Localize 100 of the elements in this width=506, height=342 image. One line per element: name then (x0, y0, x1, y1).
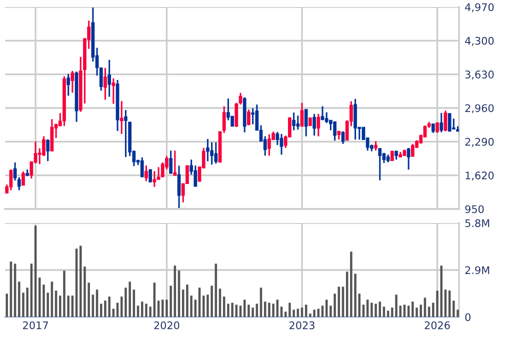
bar (313, 310, 316, 317)
candlestick (112, 78, 116, 105)
bar (136, 306, 140, 317)
candlestick (108, 59, 112, 98)
candlestick (406, 147, 410, 170)
y-tick-label: 2.9M (465, 266, 490, 274)
candlestick (316, 113, 320, 138)
candlestick (104, 67, 107, 101)
bar (252, 308, 254, 317)
bar (268, 302, 270, 317)
bar (407, 306, 410, 317)
candlestick (268, 134, 271, 156)
bar (104, 300, 106, 317)
candlestick (50, 118, 54, 152)
bar (350, 252, 352, 317)
bar (362, 304, 365, 317)
candlestick (333, 120, 336, 142)
candlestick (70, 70, 74, 94)
bar (317, 308, 320, 317)
bar (63, 270, 66, 317)
bar (374, 304, 377, 317)
candlestick (173, 150, 177, 176)
candlestick (222, 105, 226, 134)
y-tick-label: 4,970 (465, 3, 494, 12)
bar (80, 246, 82, 317)
candlestick (304, 108, 308, 138)
bar (108, 296, 110, 317)
bar (276, 300, 279, 317)
bar (194, 300, 197, 317)
x-tick-label: 2026 (424, 321, 450, 330)
bar (395, 294, 398, 317)
bar (186, 284, 188, 317)
candlestick (148, 168, 152, 184)
y-tick-label: 2,290 (465, 138, 494, 147)
bar (38, 278, 41, 317)
bar (239, 306, 242, 317)
bar (358, 294, 361, 317)
bar (161, 300, 164, 317)
bar (248, 304, 250, 317)
candlestick (169, 150, 173, 174)
candlestick (440, 112, 444, 134)
bar (424, 298, 426, 317)
candlestick (124, 109, 128, 158)
bar (440, 266, 442, 317)
candlestick (354, 98, 357, 140)
x-tick-label: 2020 (154, 321, 180, 330)
bar (325, 300, 328, 317)
candlestick (374, 140, 378, 152)
bar (284, 312, 287, 317)
bar (100, 304, 102, 317)
candlestick (156, 166, 160, 180)
candlestick (292, 112, 296, 132)
candlestick (214, 142, 218, 164)
candlestick (296, 114, 300, 130)
y-tick-label: 1,620 (466, 172, 494, 180)
bar (370, 302, 373, 317)
bar (334, 294, 336, 317)
y-tick-label: 0 (465, 313, 470, 322)
candlestick (206, 138, 210, 162)
bar (420, 304, 422, 317)
bar (227, 304, 230, 317)
candlestick (66, 73, 70, 97)
bar (452, 300, 455, 317)
y-tick-label: 5.8M (465, 219, 490, 228)
candlestick (410, 143, 414, 158)
bar (296, 308, 300, 317)
bar (231, 302, 234, 317)
bar (403, 304, 406, 317)
candlestick (378, 147, 382, 182)
candlestick (300, 102, 304, 128)
bar (288, 302, 291, 317)
bar (366, 300, 369, 317)
bar (128, 282, 131, 317)
candlestick (320, 105, 324, 122)
bar (112, 308, 115, 317)
bar (272, 304, 274, 317)
candlestick (448, 113, 452, 132)
candlestick (390, 150, 394, 162)
y-tick-label: 2,960 (465, 104, 494, 114)
bar (18, 282, 20, 317)
bar (321, 306, 324, 317)
candlestick (177, 164, 181, 209)
candlestick (22, 170, 25, 186)
y-tick-label: 950 (465, 205, 484, 214)
bar (210, 286, 213, 317)
x-tick-label: 2017 (23, 321, 48, 330)
bar (243, 300, 246, 317)
candlestick (120, 100, 124, 135)
y-tick-label: 4,300 (465, 36, 494, 46)
bar (235, 304, 238, 317)
bar (386, 310, 390, 317)
bar (149, 306, 152, 317)
candlestick (46, 138, 50, 162)
candlestick (140, 156, 144, 178)
candlestick (210, 142, 214, 166)
bar (309, 314, 312, 317)
candlestick (247, 108, 250, 126)
bar (399, 306, 402, 317)
candlestick (9, 168, 13, 191)
bar (412, 302, 414, 317)
